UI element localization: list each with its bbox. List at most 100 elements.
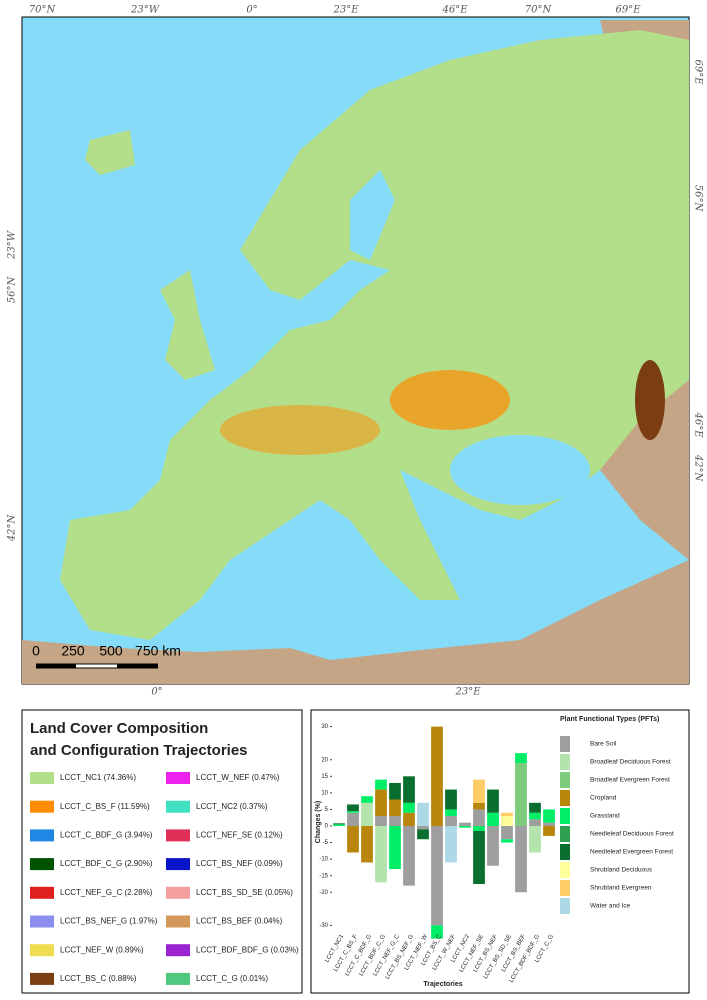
legend-label: LCCT_NEF_G_C (2.28%)	[60, 888, 153, 897]
bar-segment	[473, 779, 485, 803]
graticule-label: 23°E	[454, 687, 481, 698]
pft-label: Grassland	[590, 813, 620, 820]
legend-label: LCCT_NEF_W (0.89%)	[60, 945, 144, 954]
legend-swatch	[166, 915, 190, 928]
bar-segment	[431, 726, 443, 826]
legend-label: LCCT_NC2 (0.37%)	[196, 802, 268, 811]
scale-label: 250	[61, 643, 85, 659]
y-tick-label: 15	[321, 774, 328, 780]
legend-swatch	[30, 972, 54, 985]
pft-swatch	[560, 808, 570, 824]
bar-segment	[375, 789, 387, 817]
map	[21, 16, 690, 685]
pft-label: Cropland	[590, 795, 617, 802]
y-tick-label: -20	[319, 890, 328, 896]
bar-segment	[501, 839, 513, 843]
legend-label: LCCT_C_BS_F (11.59%)	[60, 802, 150, 811]
pft-swatch	[560, 898, 570, 914]
legend-label: LCCT_BS_NEF_G (1.97%)	[60, 917, 158, 926]
bar-segment	[417, 829, 429, 840]
bar-segment	[375, 816, 387, 826]
graticule-label: 70°N	[29, 5, 57, 16]
bar-segment	[487, 789, 499, 813]
iceland	[85, 130, 135, 175]
pft-swatch	[560, 772, 570, 788]
bar-segment	[515, 763, 527, 826]
bar-segment	[501, 816, 513, 826]
legend-title: and Configuration Trajectories	[30, 742, 248, 759]
bar-segment	[361, 796, 373, 803]
scale-label: 750 km	[135, 643, 181, 659]
legend-swatch	[166, 944, 190, 957]
legend-swatch	[30, 944, 54, 957]
graticule-label: 23°E	[332, 5, 359, 16]
y-tick-label: 5	[325, 807, 329, 813]
legend-label: LCCT_BDF_C_G (2.90%)	[60, 859, 153, 868]
pft-swatch	[560, 790, 570, 806]
pft-swatch	[560, 862, 570, 878]
bar-segment	[529, 802, 541, 813]
bar-segment	[445, 789, 457, 810]
cropland-patch	[220, 405, 380, 455]
bar-segment	[375, 826, 387, 883]
bar-segment	[445, 826, 457, 863]
bar-segment	[333, 824, 345, 826]
legend-swatch	[30, 858, 54, 871]
bar-segment	[515, 753, 527, 764]
legend-label: LCCT_W_NEF (0.47%)	[196, 773, 280, 782]
bar-segment	[487, 826, 499, 866]
legend-swatch	[166, 858, 190, 871]
chart-box	[310, 709, 690, 994]
legend-swatch	[166, 829, 190, 842]
legend-title: Land Cover Composition	[30, 720, 208, 737]
graticule-label: 69°E	[615, 5, 641, 16]
graticule-label: 56°N	[693, 185, 704, 213]
legend-swatch	[30, 886, 54, 899]
baltic	[350, 170, 395, 260]
bar-segment	[375, 779, 387, 790]
black-sea	[450, 435, 590, 505]
bar-segment	[529, 826, 541, 853]
graticule-label: 46°E	[441, 5, 468, 16]
legend-swatch	[166, 772, 190, 784]
bar-segment	[403, 802, 415, 813]
bar-segment	[473, 826, 485, 831]
scale-label: 500	[99, 643, 123, 659]
bar-segment	[459, 822, 471, 826]
bar-segment	[431, 925, 443, 939]
bar-segment	[543, 822, 555, 826]
legend-swatch	[30, 915, 54, 928]
legend-label: LCCT_BDF_BDF_G (0.03%)	[196, 945, 299, 954]
bar-segment	[403, 812, 415, 826]
cropland-patch	[390, 370, 510, 430]
bar-segment	[417, 802, 429, 826]
bar-segment	[445, 809, 457, 817]
scale-label: 0	[32, 643, 40, 659]
bar-segment	[473, 802, 485, 810]
graticule-label: 56°N	[7, 276, 18, 304]
legend-swatch	[30, 829, 54, 842]
y-tick-label: -10	[319, 857, 328, 863]
bar-segment	[459, 826, 471, 828]
bar-segment	[501, 812, 513, 817]
graticule-label: 23°W	[130, 5, 160, 16]
bar-segment	[529, 812, 541, 820]
legend-label: LCCT_BS_C (0.88%)	[60, 974, 137, 983]
y-axis-label: Changes (%)	[315, 801, 322, 843]
graticule-label: 42°N	[7, 514, 18, 543]
bar-segment	[515, 826, 527, 893]
graticule-label: 46°E	[693, 411, 704, 438]
x-axis-label: Trajectories	[423, 981, 462, 988]
pft-label: Broadleaf Deciduous Forest	[590, 759, 671, 766]
graticule-label: 70°N	[525, 5, 553, 16]
bar-segment	[445, 816, 457, 826]
legend-label: LCCT_C_BDF_G (3.94%)	[60, 831, 153, 840]
pft-label: Needleleaf Deciduous Forest	[590, 831, 674, 838]
bar-segment	[389, 799, 401, 817]
legend-swatch	[30, 800, 54, 813]
y-tick-label: 20	[321, 757, 328, 763]
pft-swatch	[560, 880, 570, 896]
pft-label: Shrubland Evergreen	[590, 885, 652, 892]
